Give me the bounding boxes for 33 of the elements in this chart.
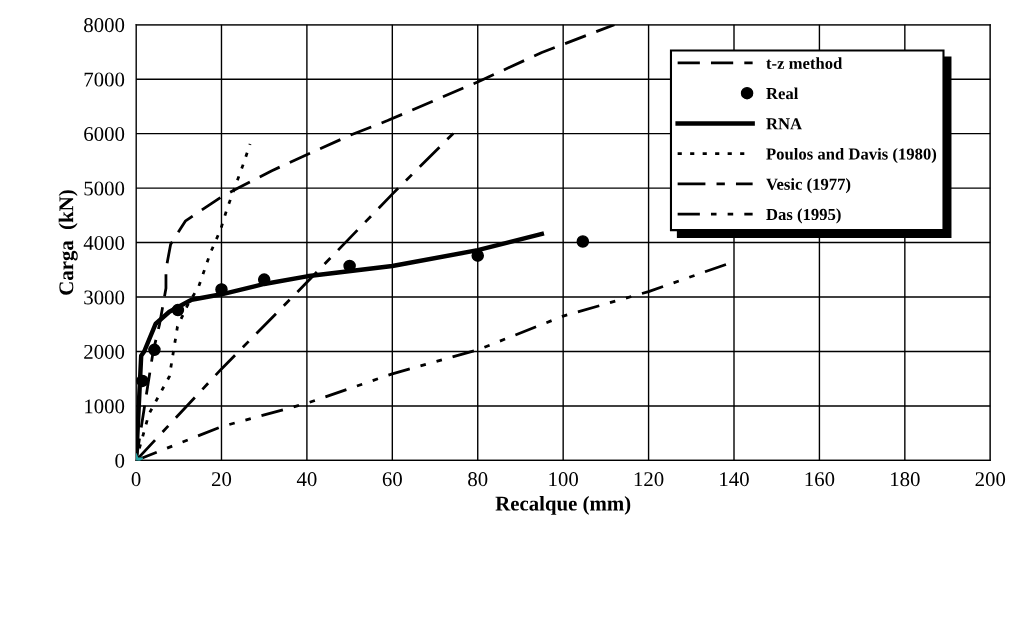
- x-tick-label: 200: [975, 472, 1006, 487]
- point: [171, 303, 185, 317]
- y-tick-label: 6000: [84, 127, 125, 142]
- point: [148, 343, 161, 357]
- y-tick-label: 7000: [84, 72, 125, 87]
- legend-label: Vesic (1977): [766, 178, 851, 194]
- point: [257, 273, 271, 286]
- x-tick-label: 60: [382, 472, 402, 487]
- x-tick-label: 120: [634, 472, 664, 487]
- x-tick-label: 180: [891, 472, 920, 487]
- x-axis-title: Recalque (mm): [495, 495, 631, 515]
- y-tick-label: 5000: [84, 181, 125, 196]
- y-tick-label: 2000: [84, 344, 125, 359]
- x-tick-label: 0: [131, 472, 141, 487]
- x-tick-label: 40: [296, 472, 317, 487]
- point: [576, 235, 590, 248]
- y-tick-label: 4000: [83, 235, 125, 250]
- x-tick-label: 140: [720, 472, 749, 487]
- y-tick-label: 0: [115, 453, 125, 468]
- x-tick-label: 20: [211, 472, 232, 487]
- legend-label: Das (1995): [766, 208, 841, 224]
- x-tick-label: 160: [805, 472, 835, 487]
- y-axis-title: Carga (kN): [58, 190, 78, 295]
- legend-label: Real: [766, 87, 799, 100]
- x-tick-label: 80: [468, 472, 488, 487]
- legend-label: t-z method: [766, 57, 843, 69]
- legend-label: Poulos and Davis (1980): [766, 147, 937, 164]
- point: [136, 374, 149, 388]
- y-tick-label: 8000: [84, 18, 125, 33]
- y-tick-label: 3000: [84, 290, 125, 305]
- legend-label: RNA: [766, 118, 802, 130]
- x-tick-label: 100: [549, 472, 578, 487]
- y-tick-label: 1000: [85, 399, 125, 414]
